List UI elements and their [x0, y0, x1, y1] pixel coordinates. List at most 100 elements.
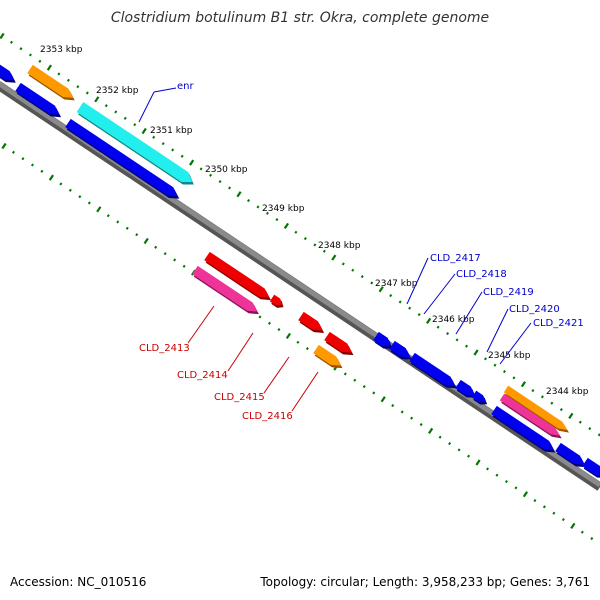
gene-arrow-cld-2420[interactable]: [455, 379, 475, 396]
scale-tick: [542, 505, 546, 509]
gene-arrow[interactable]: [65, 118, 178, 197]
gene-arrow-orange[interactable]: [313, 344, 341, 366]
gene-arrow[interactable]: [15, 82, 60, 115]
gene-arrow-cld-2418[interactable]: [389, 340, 411, 358]
scale-tick: [473, 349, 479, 356]
scale-tick: [436, 325, 440, 329]
gene-arrow-red[interactable]: [324, 331, 352, 353]
scale-tick: [370, 281, 374, 285]
gene-arrow[interactable]: [555, 442, 585, 465]
scale-tick: [38, 59, 42, 63]
scale-tick: [68, 188, 72, 192]
gene-arrow-cld-2419[interactable]: [409, 352, 456, 386]
scale-tick: [588, 426, 592, 431]
scale-tick: [267, 321, 271, 325]
scale-tick: [285, 332, 291, 340]
scale-tick: [561, 517, 565, 522]
scale-tick: [154, 245, 158, 249]
scale-tick: [199, 167, 203, 171]
scale-tick: [378, 286, 384, 293]
scale-tick: [568, 412, 574, 419]
scale-tick: [426, 317, 432, 324]
gene-arrow-red[interactable]: [298, 311, 323, 331]
kbp-label: 2346 kbp: [432, 315, 475, 325]
leader-line-cld-2420: [486, 308, 509, 353]
gene-arrow-cld-2417[interactable]: [373, 331, 391, 347]
scale-tick: [19, 47, 23, 51]
leader-line-cld-2413: [187, 305, 215, 344]
kbp-label: 2345 kbp: [488, 351, 531, 361]
gene-label-cld-2421: CLD_2421: [533, 318, 584, 329]
gene-arrow-enr[interactable]: [76, 102, 193, 182]
scale-tick: [559, 407, 563, 412]
leader-line-cld-2418: [423, 273, 456, 315]
gene-label-enr: enr: [177, 81, 194, 92]
scale-tick: [28, 53, 32, 57]
scale-tick: [189, 159, 195, 166]
gene-arrow-orange[interactable]: [503, 385, 568, 431]
kbp-label: 2348 kbp: [318, 241, 361, 251]
scale-tick: [578, 420, 582, 424]
scale-tick: [209, 173, 213, 177]
scale-tick: [182, 264, 186, 268]
scale-tick: [467, 454, 471, 458]
gene-arrow[interactable]: [582, 457, 600, 476]
leader-line-cld-2417: [406, 257, 429, 305]
scale-tick: [114, 110, 118, 114]
gene-label-cld-2418: CLD_2418: [456, 269, 507, 280]
scale-tick: [116, 220, 120, 224]
gene-arrow-red[interactable]: [269, 294, 282, 306]
scale-tick: [46, 64, 52, 71]
scale-tick: [438, 435, 442, 439]
scale-tick: [173, 258, 177, 262]
scale-tick: [398, 300, 402, 304]
scale-tick: [504, 479, 508, 484]
scale-tick: [180, 154, 184, 158]
topology-text: Topology: circular; Length: 3,958,233 bp…: [259, 575, 590, 589]
gene-arrow[interactable]: [0, 64, 15, 81]
gene-label-cld-2416: CLD_2416: [242, 411, 293, 422]
leader-line-cld-2415: [263, 356, 290, 394]
gene-label-cld-2420: CLD_2420: [509, 304, 560, 315]
kbp-label: 2353 kbp: [40, 45, 83, 55]
gene-arrow-red[interactable]: [204, 251, 270, 298]
scale-tick: [78, 195, 82, 199]
scale-tick: [372, 391, 376, 395]
accession-text: Accession: NC_010516: [10, 575, 146, 589]
scale-tick: [283, 222, 289, 230]
leader-lines: [138, 87, 532, 412]
leader-line-cld-2414: [227, 332, 254, 372]
scale-tick: [30, 163, 34, 167]
scale-tick: [512, 376, 516, 380]
scale-tick: [104, 104, 108, 108]
scale-tick: [40, 169, 44, 173]
scale-tick: [502, 369, 506, 374]
scale-tick: [228, 186, 232, 190]
kbp-label: 2349 kbp: [262, 204, 305, 214]
gene-label-cld-2415: CLD_2415: [214, 392, 265, 403]
scale-tick: [580, 530, 584, 534]
scale-tick: [161, 142, 165, 146]
leader-line-cld-2421: [499, 322, 532, 365]
scale-tick: [152, 135, 156, 139]
scale-tick: [486, 467, 490, 471]
gene-arrow-pink[interactable]: [192, 265, 258, 312]
scale-tick: [428, 427, 434, 434]
scale-tick: [256, 205, 260, 209]
scale-tick: [125, 226, 129, 230]
scale-tick: [495, 473, 499, 477]
kbp-label: 2344 kbp: [546, 387, 589, 397]
gene-arrow-cld-2421[interactable]: [471, 390, 486, 402]
gene-arrow-pink[interactable]: [499, 393, 561, 436]
scale-tick: [143, 237, 149, 245]
scale-tick: [408, 306, 412, 310]
scale-tick: [106, 214, 110, 218]
scale-tick: [457, 448, 461, 452]
scale-tick: [484, 357, 488, 361]
scale-tick: [66, 78, 70, 82]
scale-tick: [275, 218, 279, 222]
gene-arrow-orange[interactable]: [27, 64, 74, 98]
scale-tick: [410, 416, 414, 420]
gene-arrow[interactable]: [491, 405, 554, 450]
